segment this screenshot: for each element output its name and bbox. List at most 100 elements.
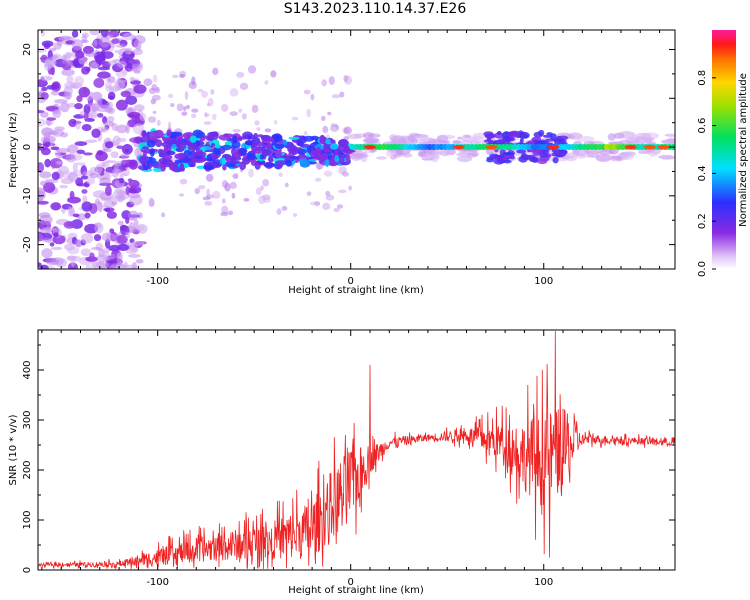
- spectrogram-cell: [452, 145, 465, 150]
- spectrogram-cell: [289, 156, 302, 160]
- spectrogram-cell: [251, 104, 259, 114]
- spectrogram-cell: [53, 42, 62, 50]
- spectrogram-cell: [76, 149, 86, 155]
- spectrogram-cell: [206, 188, 210, 197]
- spectrogram-cell: [41, 127, 55, 136]
- spectrogram-cell: [163, 159, 173, 165]
- spectrogram-cell: [325, 190, 331, 196]
- spectrogram-cell: [64, 61, 74, 67]
- spectrogram-cell: [229, 88, 239, 97]
- spectrogram-cell: [111, 200, 118, 206]
- spectrogram-cell: [129, 76, 135, 82]
- spectrogram-cell: [172, 74, 179, 79]
- spectrogram-cell: [95, 151, 108, 162]
- spectrogram-cell: [125, 122, 130, 134]
- spectrogram-cell: [230, 155, 237, 165]
- spectrogram-cell: [315, 154, 322, 161]
- spectrogram-cell: [50, 90, 59, 96]
- spectrogram-cell: [262, 179, 270, 187]
- spectrogram-cell: [117, 220, 124, 226]
- spectrogram-cell: [38, 109, 45, 114]
- spectrogram-cell: [221, 180, 229, 188]
- spectrogram-cell: [462, 134, 472, 138]
- spectrogram-cell: [122, 32, 135, 41]
- spectrogram-cell: [221, 103, 229, 112]
- spectrogram-cell: [40, 111, 49, 118]
- spectrogram-cell: [188, 142, 198, 148]
- spectrogram-cell: [276, 208, 282, 215]
- spectrogram-y-tick-label: 10: [22, 92, 33, 105]
- spectrogram-cell: [90, 261, 99, 269]
- spectrogram-y-tick-label: -20: [22, 236, 33, 252]
- spectrogram-cell: [166, 150, 176, 156]
- spectrogram-cell: [52, 108, 62, 119]
- spectrogram-cell: [107, 115, 115, 123]
- spectrogram-cell: [229, 111, 239, 116]
- spectrogram-cell: [291, 147, 303, 153]
- spectrogram-cell: [132, 48, 144, 56]
- spectrogram-cell: [493, 158, 505, 165]
- spectrogram-cell: [300, 143, 310, 148]
- spectrogram-cell: [425, 151, 441, 155]
- spectrogram-cell: [179, 178, 188, 185]
- spectrogram-cell: [70, 256, 76, 267]
- spectrogram-cell: [518, 155, 528, 163]
- spectrogram-cell: [85, 52, 98, 57]
- spectrogram-cell: [660, 156, 675, 160]
- spectrogram-cell: [116, 44, 127, 48]
- spectrogram-cell: [141, 131, 147, 138]
- spectrogram-cell: [123, 264, 137, 269]
- spectrogram-cell: [179, 162, 185, 172]
- spectrogram-cell: [105, 185, 112, 197]
- spectrogram-cell: [321, 79, 327, 87]
- spectrogram-cell: [333, 207, 340, 213]
- spectrogram-cell: [69, 190, 75, 200]
- spectrogram-cell: [364, 145, 377, 150]
- spectrogram-frame: [37, 29, 676, 270]
- spectrogram-cell: [634, 132, 652, 140]
- colorbar-label: Normalized spectral amplitude: [738, 73, 749, 227]
- spectrogram-cell: [41, 40, 54, 48]
- spectrogram-cell: [323, 149, 333, 153]
- spectrogram-cell: [125, 95, 138, 106]
- spectrogram-cell: [314, 177, 322, 182]
- spectrogram-cell: [81, 66, 90, 75]
- spectrogram-cell: [110, 151, 119, 159]
- spectrogram-cell: [254, 120, 260, 126]
- spectrogram-cell: [191, 113, 197, 119]
- spectrogram-cell: [648, 150, 658, 157]
- spectrogram-cell: [63, 220, 76, 229]
- spectrogram-cell: [191, 76, 196, 86]
- spectrogram-x-tick-label: -100: [146, 276, 169, 287]
- colorbar-tick-label: 0.4: [697, 165, 708, 181]
- spectrogram-cell: [214, 148, 221, 156]
- spectrogram-cell: [174, 153, 186, 160]
- spectrogram-cell: [78, 86, 91, 98]
- spectrogram-cell: [84, 139, 98, 143]
- spectrogram-cell: [282, 139, 288, 146]
- spectrogram-cell: [114, 187, 129, 195]
- spectrogram-cell: [128, 188, 138, 194]
- spectrogram-cell: [323, 170, 333, 177]
- spectrogram-y-tick-label: 0: [22, 144, 33, 150]
- spectrogram-cell: [274, 143, 285, 150]
- spectrogram-cell: [72, 213, 80, 218]
- spectrogram-cell: [133, 39, 142, 50]
- snr-y-tick-label: 300: [22, 410, 33, 429]
- spectrogram-cell: [197, 185, 206, 190]
- spectrogram-cell: [128, 221, 136, 233]
- spectrogram-cell: [107, 75, 116, 84]
- spectrogram-cell: [57, 35, 72, 41]
- spectrogram-cell: [322, 125, 329, 134]
- spectrogram-cell: [325, 138, 331, 145]
- snr-x-tick-label: 100: [534, 577, 553, 588]
- spectrogram-cell: [282, 154, 288, 159]
- spectrogram-cell: [67, 172, 79, 182]
- spectrogram-cell: [170, 103, 175, 108]
- spectrogram-cell: [275, 149, 282, 159]
- spectrogram-cell: [202, 135, 211, 139]
- spectrogram-cell: [100, 161, 110, 169]
- spectrogram-cell: [185, 104, 190, 110]
